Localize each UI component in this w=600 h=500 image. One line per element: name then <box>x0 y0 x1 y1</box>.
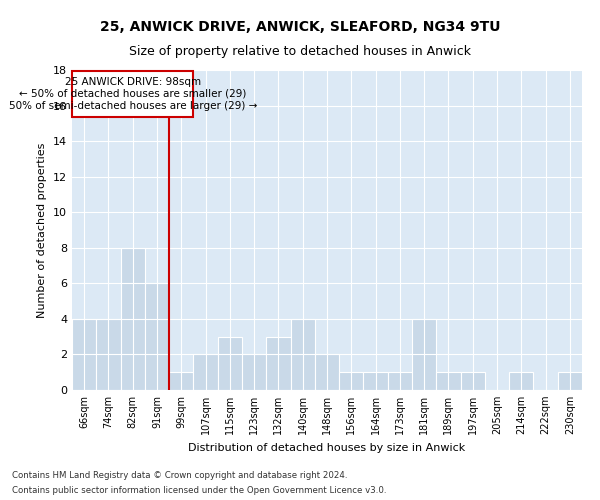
Bar <box>558 372 582 390</box>
Bar <box>290 319 315 390</box>
X-axis label: Distribution of detached houses by size in Anwick: Distribution of detached houses by size … <box>188 442 466 452</box>
Bar <box>96 319 121 390</box>
Bar <box>315 354 339 390</box>
Bar <box>339 372 364 390</box>
Bar <box>218 336 242 390</box>
Bar <box>193 354 218 390</box>
Y-axis label: Number of detached properties: Number of detached properties <box>37 142 47 318</box>
Bar <box>364 372 388 390</box>
Bar <box>412 319 436 390</box>
Bar <box>169 372 193 390</box>
Bar <box>266 336 290 390</box>
Bar <box>461 372 485 390</box>
Text: Contains HM Land Registry data © Crown copyright and database right 2024.: Contains HM Land Registry data © Crown c… <box>12 471 347 480</box>
Bar <box>145 284 169 390</box>
Bar <box>242 354 266 390</box>
Bar <box>436 372 461 390</box>
Bar <box>388 372 412 390</box>
Text: Contains public sector information licensed under the Open Government Licence v3: Contains public sector information licen… <box>12 486 386 495</box>
Text: ← 50% of detached houses are smaller (29): ← 50% of detached houses are smaller (29… <box>19 89 247 99</box>
Text: 25 ANWICK DRIVE: 98sqm: 25 ANWICK DRIVE: 98sqm <box>65 76 201 86</box>
Bar <box>72 319 96 390</box>
Bar <box>509 372 533 390</box>
FancyBboxPatch shape <box>73 71 193 117</box>
Text: 50% of semi-detached houses are larger (29) →: 50% of semi-detached houses are larger (… <box>8 102 257 112</box>
Bar <box>121 248 145 390</box>
Text: Size of property relative to detached houses in Anwick: Size of property relative to detached ho… <box>129 45 471 58</box>
Text: 25, ANWICK DRIVE, ANWICK, SLEAFORD, NG34 9TU: 25, ANWICK DRIVE, ANWICK, SLEAFORD, NG34… <box>100 20 500 34</box>
